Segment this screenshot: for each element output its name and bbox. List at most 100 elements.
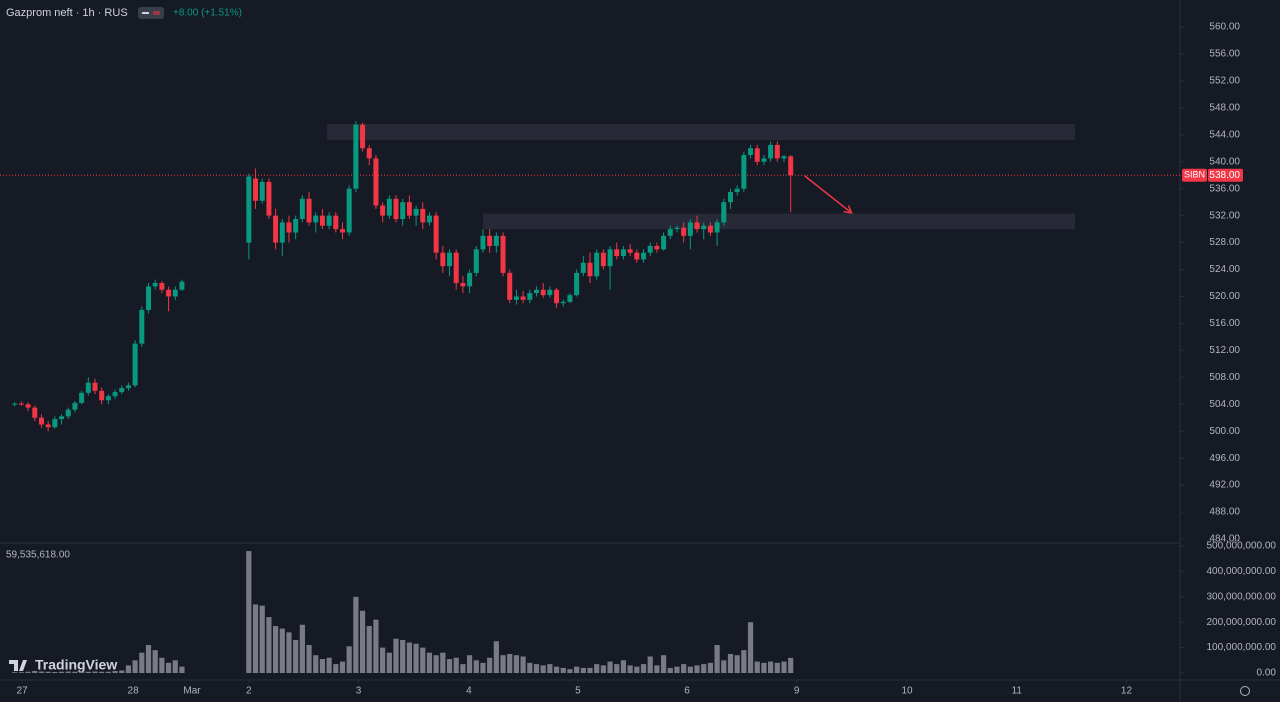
volume-bar (781, 661, 787, 673)
candle-body (119, 388, 125, 393)
candle-body (400, 202, 406, 219)
candle-body (533, 289, 539, 294)
volume-bar (400, 639, 406, 673)
y-tick-label: 548.00 (1209, 102, 1240, 113)
candle-body (714, 222, 720, 233)
x-tick-label: 12 (1121, 686, 1133, 697)
candle-body (146, 286, 152, 310)
volume-bar (500, 655, 506, 673)
volume-bar (252, 604, 259, 673)
candle-body (253, 178, 259, 201)
volume-bar (152, 650, 158, 673)
volume-bar (259, 605, 265, 673)
candle-body (540, 289, 546, 296)
candle-body (741, 155, 747, 189)
volume-bar (426, 652, 433, 673)
y-tick-label: 492.00 (1209, 480, 1240, 491)
candle-body (634, 252, 640, 260)
volume-bar (560, 667, 566, 673)
volume-bar (65, 671, 71, 673)
candle-body (25, 404, 31, 408)
candle-body (353, 124, 359, 189)
volume-bar (453, 657, 459, 673)
candle-body (373, 158, 379, 206)
volume-bar (440, 652, 446, 673)
candle-body (761, 158, 767, 162)
candle-body (246, 176, 252, 243)
y-tick-label: 500.00 (1209, 426, 1240, 437)
volume-bar (480, 662, 486, 673)
x-tick-label: Mar (183, 686, 201, 697)
candle-body (52, 419, 58, 428)
candle-body (125, 385, 131, 389)
candle-body (326, 215, 332, 226)
volume-legend: 59,535,618.00 (6, 550, 70, 561)
y-tick-label: 512.00 (1209, 345, 1240, 356)
volume-bar (473, 660, 479, 673)
candle-body (580, 262, 586, 273)
x-tick-label: 27 (17, 686, 29, 697)
volume-bar (132, 660, 138, 673)
volume-bar (172, 660, 178, 673)
candle-body (273, 215, 279, 243)
candle-body (426, 215, 432, 223)
volume-bar (701, 664, 707, 673)
x-tick-label: 6 (684, 686, 690, 697)
y-tick-label: 496.00 (1209, 453, 1240, 464)
candle-body (520, 296, 526, 300)
candle-body (480, 235, 486, 250)
candle-body (600, 252, 606, 267)
volume-bar (105, 671, 111, 673)
logo-icon (9, 660, 27, 671)
volume-bar (339, 661, 346, 673)
candle-body (99, 390, 105, 401)
candle-body (32, 407, 38, 418)
volume-bar (92, 671, 98, 673)
y-tick-label: 540.00 (1209, 156, 1240, 167)
candle-body (781, 156, 787, 159)
symbol-tag: SIBN (1184, 170, 1205, 180)
volume-bar (273, 626, 279, 673)
y-tick-label: 536.00 (1209, 183, 1240, 194)
y-tick-label: 100,000,000.00 (1206, 642, 1276, 653)
y-tick-label: 520.00 (1209, 291, 1240, 302)
volume-bar (353, 596, 359, 673)
header-pill[interactable] (138, 7, 164, 19)
volume-bar (446, 659, 453, 673)
y-tick-label: 528.00 (1209, 237, 1240, 248)
candle-body (567, 295, 573, 302)
x-tick-label: 3 (356, 686, 362, 697)
candle-body (554, 289, 560, 304)
volume-bar (299, 624, 305, 673)
candle-body (333, 215, 339, 230)
y-tick-label: 484.00 (1209, 534, 1240, 545)
candle-body (380, 205, 386, 216)
volume-bar (761, 662, 767, 673)
volume-bar (359, 610, 366, 673)
volume-bar (119, 670, 125, 673)
volume-bar (313, 655, 319, 673)
y-tick-label: 560.00 (1209, 22, 1240, 33)
candle-body (299, 198, 305, 219)
candle-body (788, 156, 794, 176)
symbol-tag-bg (1182, 168, 1207, 182)
candle-body (12, 403, 18, 405)
candle-body (607, 249, 613, 267)
volume-bar (380, 647, 386, 673)
settings-icon[interactable] (1240, 686, 1250, 696)
volume-bar (687, 666, 693, 673)
volume-bar (79, 671, 85, 673)
x-tick-label: 28 (128, 686, 140, 697)
candle-body (293, 219, 299, 233)
volume-bar (587, 667, 593, 673)
logo: TradingView (9, 657, 117, 673)
volume-bar (179, 666, 185, 673)
volume-bar (681, 664, 687, 673)
candle-body (547, 289, 553, 296)
candle-body (493, 235, 499, 246)
volume-bar (413, 643, 419, 673)
volume-bar (540, 665, 546, 673)
candle-body (433, 215, 439, 253)
volume-bar (547, 664, 553, 673)
candle-body (85, 382, 91, 393)
